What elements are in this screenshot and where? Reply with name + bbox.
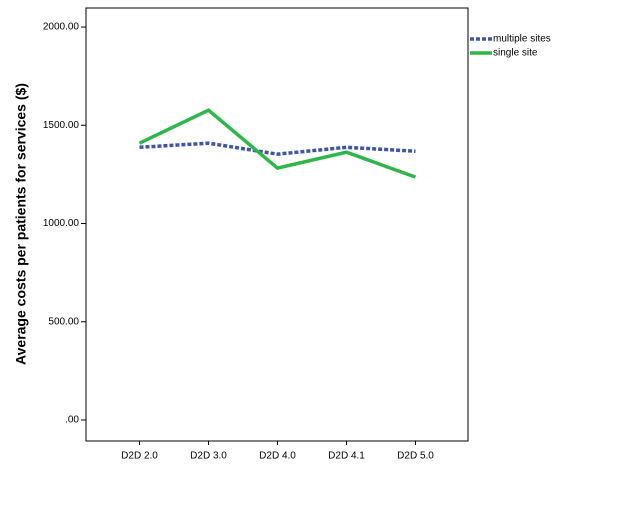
x-tick-label: D2D 4.0 bbox=[259, 451, 296, 462]
y-tick-label: .00 bbox=[65, 415, 79, 426]
y-tick-label: 1000.00 bbox=[43, 218, 80, 229]
x-tick-label: D2D 4.1 bbox=[328, 451, 365, 462]
x-tick-label: D2D 2.0 bbox=[121, 451, 158, 462]
y-tick-label: 2000.00 bbox=[43, 22, 80, 33]
legend-label: multiple sites bbox=[493, 34, 551, 45]
y-tick-label: 1500.00 bbox=[43, 120, 80, 131]
line-series bbox=[138, 108, 417, 179]
legend-label: single site bbox=[493, 48, 538, 59]
y-axis-label: Average costs per patients for services … bbox=[13, 83, 29, 365]
x-tick-label: D2D 3.0 bbox=[190, 451, 227, 462]
y-tick-label: 500.00 bbox=[48, 316, 79, 327]
x-tick-label: D2D 5.0 bbox=[397, 451, 434, 462]
plot-frame bbox=[85, 7, 469, 442]
line-series bbox=[139, 141, 416, 156]
